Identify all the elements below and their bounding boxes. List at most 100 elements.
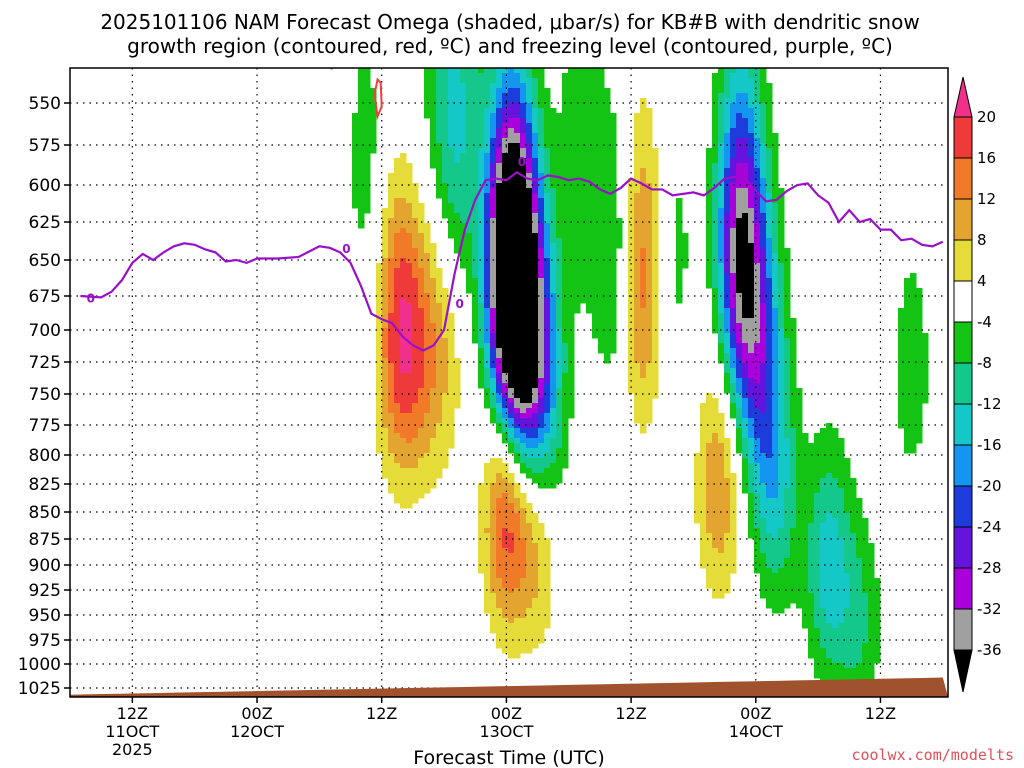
omega-cell [718, 288, 725, 294]
omega-cell [568, 258, 575, 264]
omega-cell [574, 223, 581, 229]
omega-cell [766, 538, 773, 544]
omega-cell [766, 93, 773, 99]
omega-cell [724, 258, 731, 264]
omega-cell [400, 458, 407, 464]
omega-cell [514, 288, 521, 294]
omega-cell [742, 113, 749, 119]
omega-cell [724, 133, 731, 139]
omega-cell [586, 228, 593, 234]
omega-cell [694, 498, 701, 504]
omega-cell [430, 358, 437, 364]
omega-cell [478, 558, 485, 564]
omega-cell [400, 263, 407, 269]
omega-cell [574, 118, 581, 124]
omega-cell [532, 473, 539, 479]
omega-cell [454, 183, 461, 189]
omega-cell [514, 223, 521, 229]
omega-cell [694, 463, 701, 469]
omega-cell [466, 148, 473, 154]
omega-cell [652, 198, 659, 204]
omega-cell [574, 163, 581, 169]
omega-cell [640, 188, 647, 194]
omega-cell [538, 373, 545, 379]
omega-cell [352, 118, 359, 124]
omega-cell [718, 468, 725, 474]
omega-cell [844, 473, 851, 479]
omega-cell [520, 573, 527, 579]
omega-cell [430, 138, 437, 144]
omega-cell [532, 558, 539, 564]
omega-cell [730, 363, 737, 369]
omega-cell [712, 98, 719, 104]
omega-cell [442, 303, 449, 309]
omega-cell [724, 563, 731, 569]
omega-cell [712, 488, 719, 494]
omega-cell [772, 168, 779, 174]
omega-cell [376, 318, 383, 324]
omega-cell [376, 383, 383, 389]
omega-cell [604, 178, 611, 184]
omega-cell [736, 398, 743, 404]
omega-cell [556, 318, 563, 324]
omega-cell [514, 208, 521, 214]
omega-cell [424, 258, 431, 264]
omega-cell [724, 333, 731, 339]
omega-cell [508, 338, 515, 344]
omega-cell [718, 138, 725, 144]
omega-cell [478, 543, 485, 549]
omega-cell [712, 133, 719, 139]
omega-cell [484, 253, 491, 259]
omega-cell [496, 528, 503, 534]
omega-cell [754, 88, 761, 94]
omega-cell [478, 538, 485, 544]
omega-cell [514, 138, 521, 144]
omega-cell [724, 213, 731, 219]
omega-cell [748, 83, 755, 89]
omega-cell [496, 418, 503, 424]
omega-cell [700, 538, 707, 544]
omega-cell [736, 193, 743, 199]
omega-cell [646, 388, 653, 394]
omega-cell [532, 88, 539, 94]
omega-cell [496, 153, 503, 159]
omega-cell [496, 108, 503, 114]
omega-cell [406, 353, 413, 359]
omega-cell [388, 363, 395, 369]
omega-cell [826, 488, 833, 494]
omega-cell [478, 183, 485, 189]
omega-cell [526, 133, 533, 139]
omega-cell [790, 458, 797, 464]
omega-cell [448, 433, 455, 439]
omega-cell [478, 283, 485, 289]
omega-cell [760, 513, 767, 519]
omega-cell [580, 273, 587, 279]
omega-cell [748, 368, 755, 374]
omega-cell [676, 208, 683, 214]
omega-cell [592, 263, 599, 269]
omega-cell [448, 398, 455, 404]
omega-cell [514, 203, 521, 209]
omega-cell [754, 203, 761, 209]
omega-cell [760, 153, 767, 159]
omega-cell [472, 173, 479, 179]
omega-cell [754, 318, 761, 324]
omega-cell [448, 338, 455, 344]
omega-cell [592, 173, 599, 179]
omega-cell [586, 93, 593, 99]
omega-cell [508, 428, 515, 434]
omega-cell [652, 393, 659, 399]
omega-cell [868, 548, 875, 554]
omega-cell [406, 273, 413, 279]
omega-cell [544, 383, 551, 389]
omega-cell [628, 223, 635, 229]
omega-cell [844, 533, 851, 539]
omega-cell [352, 183, 359, 189]
omega-cell [388, 438, 395, 444]
omega-cell [700, 478, 707, 484]
omega-cell [778, 333, 785, 339]
omega-cell [394, 333, 401, 339]
omega-cell [766, 438, 773, 444]
omega-cell [490, 248, 497, 254]
omega-cell [736, 228, 743, 234]
